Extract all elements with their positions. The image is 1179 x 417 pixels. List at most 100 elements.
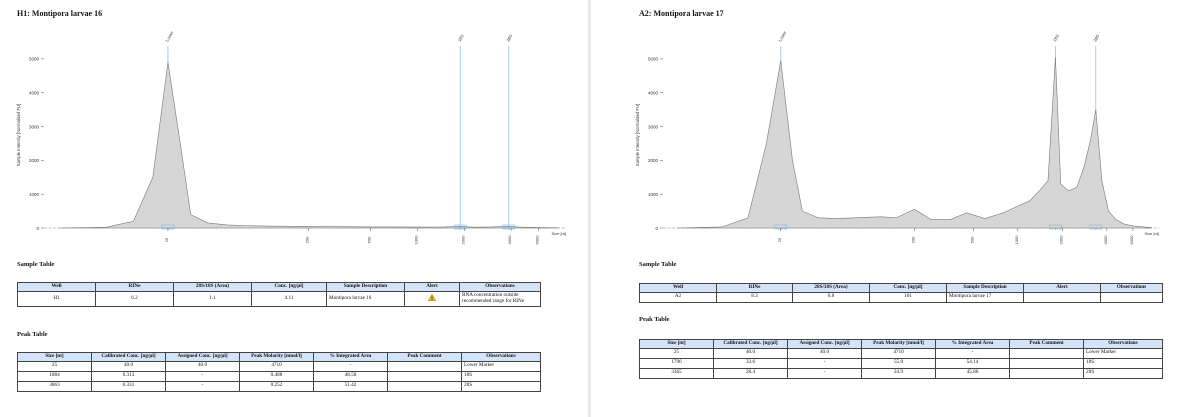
cell-well: H1 [17,290,96,307]
cell-assigned-conc: 40.0 [787,347,862,359]
col-area: % Integrated Area [313,352,388,362]
x-axis-label: Size [nt] [1145,231,1159,236]
col-conc: Conc. [ng/µl] [869,283,947,293]
cell-rine: 8.3 [716,291,793,303]
cell-description: Montipora larvae 16 [326,290,405,307]
cell-observations: 28S [461,380,541,392]
col-observations: Observations [461,352,541,362]
col-conc: Conc. [ng/µl] [251,282,327,292]
cell-size: 25 [17,360,92,372]
col-comment: Peak Comment [387,352,462,362]
col-observations: Observations [1083,339,1163,349]
cell-observations: RNA concentration outside recommended ra… [459,290,541,307]
page-divider [588,0,591,417]
marker-label: 18S [457,33,465,42]
x-tick-label: 1000 [1014,235,1019,245]
cell-alert [404,290,460,307]
cell-conc: 101 [869,291,947,303]
x-tick-label: 2000 [460,235,465,245]
cell-size: 1884 [17,370,92,382]
peak-box [1049,224,1062,230]
cell-rine: 6.2 [95,290,174,307]
marker-label: 28S [505,33,513,42]
peak-box [502,224,516,230]
table-row: 3365 28.4 - 24.9 45.86 28S [639,367,1163,379]
col-area: % Integrated Area [935,339,1010,349]
col-ratio: 28S/18S (Area) [173,282,252,292]
col-alert: Alert [404,282,460,292]
y-tick-label: 2000 [29,158,40,163]
x-tick-label: 2000 [1058,235,1063,245]
cell-observations: Lower Marker [1083,347,1163,359]
y-tick-label: 4000 [29,91,40,96]
peak-table-heading: Peak Table [17,331,48,338]
x-tick-label: 4000 [1103,235,1108,245]
cell-cal-conc: 0.331 [91,380,166,392]
table-row: 3863 0.331 - 0.252 51.42 28S [17,380,541,392]
col-well: Well [639,283,717,293]
trace-area [59,62,559,229]
y-tick-label: 5000 [648,57,659,62]
cell-molarity: 0.252 [239,380,314,392]
col-well: Well [17,282,96,292]
y-tick-label: 0 [36,226,39,231]
marker-label: 28S [1092,33,1100,42]
cell-observations: 18S [1083,357,1163,369]
cell-molarity: 4710 [239,360,314,372]
peak-box [453,224,467,230]
cell-size: 3365 [639,367,714,379]
x-tick-label: 4000 [507,235,512,245]
col-size: Size [nt] [17,352,92,362]
peak-table-heading: Peak Table [639,316,670,323]
y-tick-label: 1000 [648,192,659,197]
cell-comment [1009,347,1084,359]
cell-alert [1023,291,1101,303]
y-axis-label: Sample Intensity [Normalized FU] [16,104,21,166]
cell-size: 1796 [639,357,714,369]
cell-assigned-conc: - [165,370,240,382]
cell-comment [1009,367,1084,379]
col-observations: Observations [459,282,541,292]
col-assigned-conc: Assigned Conc. [ng/µl] [787,339,862,349]
x-tick-label: 25 [777,237,782,242]
col-cal-conc: Calibrated Conc. [ng/µl] [91,352,166,362]
cell-molarity: 4710 [861,347,936,359]
electropherogram-h1: 0 1000 2000 3000 4000 5000 Sample Intensity [N… [16,30,566,245]
x-axis-label: Size [nt] [552,231,566,236]
cell-ratio: 0.8 [792,291,870,303]
cell-comment [387,360,462,372]
y-tick-label: 0 [655,226,658,231]
warning-triangle-icon [428,293,436,301]
cell-size: 3863 [17,380,92,392]
cell-observations: 28S [1083,367,1163,379]
electropherogram-a2: 0 1000 2000 3000 4000 5000 Sample Intensity [N… [635,30,1159,245]
x-tick-label: 25 [164,237,169,242]
marker-label: Lower [777,30,787,43]
cell-assigned-conc: - [165,380,240,392]
y-tick-label: 4000 [648,91,659,96]
cell-observations: 18S [461,370,541,382]
sample-table-header: Well RINe 28S/18S (Area) Conc. [ng/µl] S… [639,283,1163,293]
cell-observations: Lower Marker [461,360,541,372]
x-tick-label: 200 [910,236,915,243]
peak-table-header: Size [nt] Calibrated Conc. [ng/µl] Assig… [17,352,541,362]
marker-label: 18S [1052,33,1060,42]
y-tick-label: 2000 [648,158,659,163]
table-row: 1884 0.313 - 0.488 48.58 18S [17,370,541,382]
sample-table-heading: Sample Table [639,261,677,268]
sample-table-heading: Sample Table [17,261,55,268]
cell-cal-conc: 28.4 [713,367,788,379]
peak-box [1089,224,1103,230]
cell-area: 48.58 [313,370,388,382]
table-row: A2 8.3 0.8 101 Montipora larvae 17 [639,291,1163,303]
cell-size: 25 [639,347,714,359]
col-comment: Peak Comment [1009,339,1084,349]
sample-table: Well RINe 28S/18S (Area) Conc. [ng/µl] S… [17,282,541,307]
x-tick-label: 200 [305,236,310,243]
col-description: Sample Description [326,282,405,292]
cell-ratio: 1.1 [173,290,252,307]
sample-title: A2: Montipora larvae 17 [639,9,724,18]
cell-cal-conc: 33.6 [713,357,788,369]
y-tick-label: 1000 [29,192,40,197]
col-assigned-conc: Assigned Conc. [ng/µl] [165,352,240,362]
